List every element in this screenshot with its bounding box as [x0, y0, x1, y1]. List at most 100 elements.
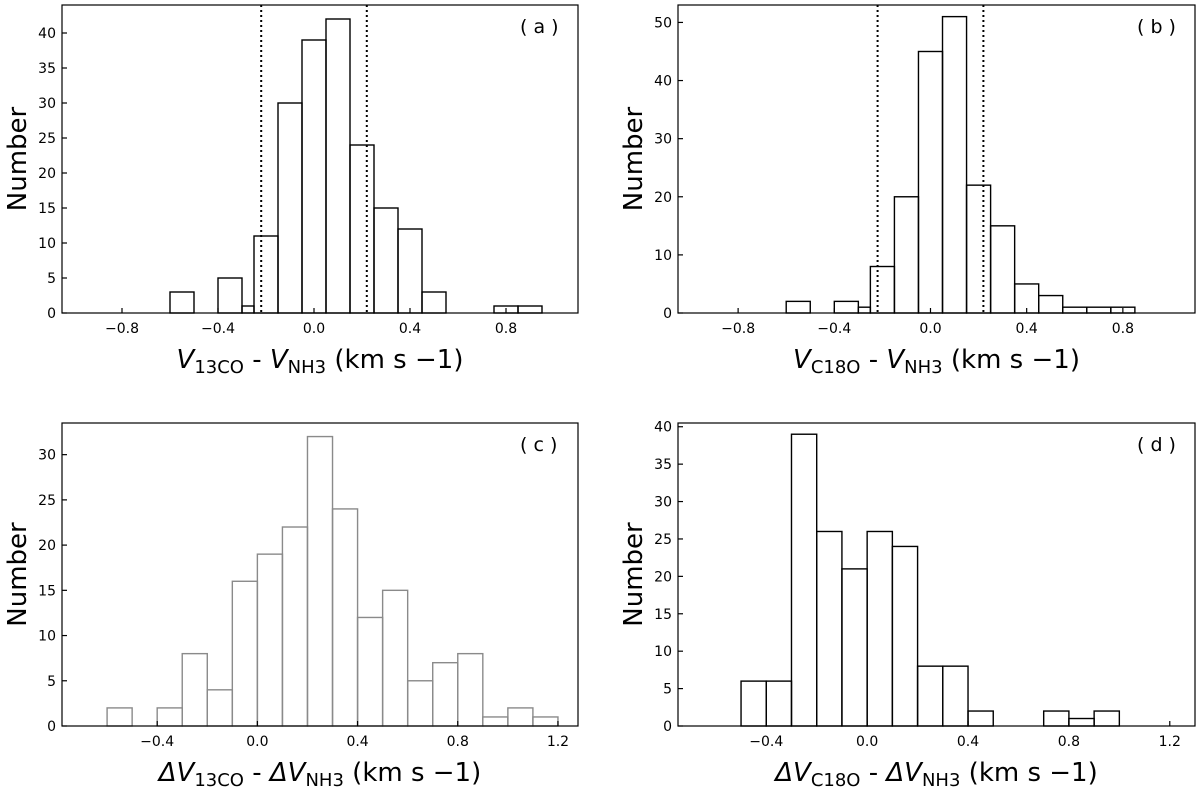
- histogram-bar: [857, 306, 872, 314]
- histogram-bar: [1062, 306, 1088, 314]
- x-label-variable: ΔV: [157, 758, 197, 788]
- axes-frame: [677, 422, 1196, 727]
- x-tick-label: 0.0: [303, 321, 325, 337]
- y-tick-label: 30: [38, 448, 56, 464]
- histogram-bar: [785, 300, 811, 314]
- histogram-bar: [106, 707, 133, 727]
- histogram-bar: [349, 144, 375, 314]
- histogram-bar: [256, 553, 284, 727]
- y-tick-label: 30: [38, 96, 56, 112]
- x-label-variable: ΔV: [884, 758, 924, 788]
- x-tick-label: 0.8: [1112, 321, 1134, 337]
- x-tick-label: −0.4: [140, 734, 174, 750]
- histogram-bar: [397, 228, 423, 314]
- histogram-bar: [967, 710, 994, 727]
- histogram-bar: [1042, 710, 1070, 727]
- y-tick-label: 5: [47, 674, 56, 690]
- x-label-variable: V: [177, 345, 197, 375]
- y-tick-label: 10: [38, 236, 56, 252]
- histogram-bar: [532, 716, 559, 727]
- histogram-bar: [1037, 294, 1064, 314]
- histogram-bar: [989, 225, 1016, 314]
- histogram-bar: [1068, 717, 1095, 727]
- histogram-bar: [373, 207, 399, 314]
- histogram-bar: [765, 680, 793, 727]
- x-label-separator: -: [860, 345, 886, 375]
- x-label-variable: ΔV: [773, 758, 813, 788]
- x-label-subscript: NH3: [904, 357, 942, 378]
- y-tick-label: 50: [654, 15, 672, 31]
- y-tick-label: 20: [654, 190, 672, 206]
- x-axis-label: VC18O - VNH3 (km s −1): [793, 345, 1080, 378]
- y-tick-label: 5: [663, 682, 672, 698]
- histogram-bar: [301, 39, 327, 314]
- histogram-bar: [1086, 306, 1112, 314]
- histogram-bar: [1093, 710, 1121, 727]
- x-tick-label: −0.4: [749, 734, 783, 750]
- panel-b: −0.8 −0.4 0.0 0.4 0.8 0 10 20 30 40 50 ( b ) Number V…: [619, 4, 1196, 378]
- x-axis-label: ΔVC18O - ΔVNH3 (km s −1): [773, 758, 1098, 788]
- axes-frame: [61, 4, 579, 314]
- x-label-subscript: 13CO: [194, 357, 244, 378]
- y-tick-label: 0: [663, 719, 672, 735]
- x-label-variable: V: [886, 345, 906, 375]
- histogram-bar: [965, 184, 992, 314]
- x-label-unit: (km s −1): [344, 758, 481, 788]
- x-label-separator: -: [244, 345, 270, 375]
- histogram-bar: [253, 235, 279, 314]
- panel-label: ( d ): [1137, 434, 1176, 456]
- x-tick-label: 0.4: [1016, 321, 1038, 337]
- panel-label: ( a ): [520, 16, 559, 38]
- y-tick-label: 30: [654, 495, 672, 511]
- x-tick-label: 0.4: [346, 734, 368, 750]
- y-tick-label: 30: [654, 132, 672, 148]
- histogram-bar: [306, 435, 334, 727]
- y-tick-label: 35: [654, 457, 672, 473]
- y-tick-label: 10: [38, 629, 56, 645]
- y-tick-label: 25: [654, 532, 672, 548]
- panel-label: ( c ): [520, 434, 557, 456]
- histogram-bar: [482, 716, 509, 727]
- histogram-bar: [833, 300, 860, 314]
- x-label-subscript: C18O: [811, 357, 861, 378]
- panel-c: −0.4 0.0 0.4 0.8 1.2 0 5 10 15 20 25 30 ( c ) Number Δ…: [3, 422, 579, 788]
- x-tick-label: 1.2: [547, 734, 569, 750]
- axes-frame: [677, 4, 1196, 314]
- histogram-bar: [421, 291, 447, 314]
- histogram-bar: [325, 18, 351, 314]
- y-tick-label: 20: [654, 569, 672, 585]
- histogram-bar: [869, 265, 896, 314]
- y-tick-label: 10: [654, 248, 672, 264]
- histogram-bar: [866, 530, 894, 727]
- y-tick-label: 0: [47, 719, 56, 735]
- x-tick-label: 0.8: [495, 321, 517, 337]
- y-tick-label: 0: [663, 306, 672, 322]
- histogram-bar: [816, 530, 843, 727]
- x-tick-label: 0.8: [1058, 734, 1080, 750]
- axes-frame: [61, 422, 579, 727]
- x-axis-label: ΔV13CO - ΔVNH3 (km s −1): [157, 758, 482, 788]
- y-tick-label: 20: [38, 166, 56, 182]
- histogram-bar: [517, 305, 543, 314]
- x-tick-label: −0.8: [105, 321, 139, 337]
- y-tick-label: 10: [654, 644, 672, 660]
- histogram-bar: [891, 545, 919, 727]
- histogram-bar: [507, 707, 534, 727]
- panel-a: −0.8 −0.4 0.0 0.4 0.8 0 5 10 15 20 25 30 35 40 ( a ) Nu…: [3, 4, 579, 378]
- y-tick-label: 0: [47, 306, 56, 322]
- histogram-bar: [841, 568, 868, 727]
- y-axis-label: Number: [3, 106, 33, 211]
- histogram-bar: [942, 665, 969, 727]
- histogram-bar: [432, 661, 459, 727]
- histogram-bar: [231, 580, 259, 727]
- x-tick-label: 0.4: [957, 734, 979, 750]
- histogram-bar: [893, 196, 920, 314]
- histogram-bar: [331, 508, 359, 727]
- x-label-subscript: NH3: [922, 770, 960, 788]
- x-tick-label: 1.2: [1159, 734, 1181, 750]
- y-tick-label: 15: [38, 583, 56, 599]
- y-tick-label: 5: [47, 271, 56, 287]
- histogram-bar: [156, 707, 183, 727]
- y-tick-label: 40: [654, 420, 672, 436]
